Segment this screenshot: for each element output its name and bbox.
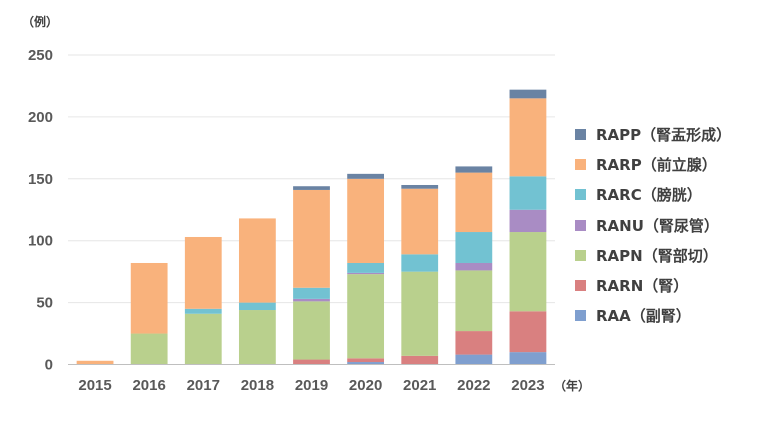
- bar-segment: [293, 189, 330, 288]
- bar-segment: [509, 89, 547, 99]
- legend-swatch: [575, 280, 586, 292]
- bar-segment: [401, 254, 439, 272]
- bar-segment: [455, 354, 493, 365]
- bar-segment: [455, 232, 493, 263]
- legend-label: RAA（副腎）: [596, 307, 691, 326]
- legend-item: RAPN（腎部切）: [575, 240, 775, 270]
- legend-item: RAA（副腎）: [575, 301, 775, 331]
- x-axis-unit-label: （年）: [554, 378, 590, 393]
- y-tick-label: 50: [36, 295, 53, 312]
- y-tick-label: 250: [28, 47, 53, 64]
- x-tick-label: 2016: [132, 377, 165, 394]
- bar-segment: [509, 98, 547, 177]
- legend-label: RANU（腎尿管）: [596, 216, 719, 235]
- bar-segment: [509, 232, 547, 312]
- bar-segment: [347, 362, 385, 365]
- legend-label: RARP（前立腺）: [596, 155, 717, 174]
- y-axis-tick-labels: 0 50 100 150 200 250: [28, 47, 53, 374]
- bar-segment: [184, 308, 222, 314]
- bar-segment: [293, 287, 330, 299]
- bars: [76, 89, 547, 365]
- y-tick-label: 0: [45, 357, 53, 374]
- legend-item: RARP（前立腺）: [575, 149, 775, 179]
- legend-item: RANU（腎尿管）: [575, 210, 775, 240]
- legend-item: RARN（腎）: [575, 270, 775, 300]
- legend-swatch: [575, 158, 586, 170]
- bar-segment: [455, 331, 493, 355]
- legend: RAPP（腎盂形成） RARP（前立腺） RARC（膀胱） RANU（腎尿管） RAPN…: [575, 119, 775, 331]
- bar-segment: [293, 298, 330, 302]
- bar-segment: [401, 188, 439, 255]
- bar-segment: [455, 262, 493, 271]
- bar-segment: [347, 358, 385, 363]
- bar-segment: [293, 359, 330, 365]
- bar-segment: [76, 360, 114, 365]
- x-tick-label: 2023: [511, 377, 544, 394]
- bar-segment: [401, 184, 439, 189]
- bar-segment: [401, 355, 439, 365]
- y-tick-label: 200: [28, 109, 53, 126]
- y-axis-unit-label: （例）: [22, 14, 58, 29]
- legend-label: RAPN（腎部切）: [596, 246, 718, 265]
- bar-segment: [455, 270, 493, 332]
- bar-segment: [184, 236, 222, 309]
- bar-segment: [293, 186, 330, 190]
- legend-swatch: [575, 249, 586, 261]
- x-tick-label: 2018: [241, 377, 274, 394]
- x-tick-label: 2021: [403, 377, 436, 394]
- bar-segment: [509, 176, 547, 210]
- bar-segment: [401, 271, 439, 356]
- x-tick-label: 2020: [349, 377, 382, 394]
- legend-label: RARN（腎）: [596, 277, 689, 296]
- x-tick-label: 2015: [78, 377, 111, 394]
- bar-segment: [347, 178, 385, 263]
- bar-segment: [238, 302, 276, 311]
- bar-segment: [347, 274, 385, 359]
- legend-swatch: [575, 219, 586, 231]
- y-tick-label: 100: [28, 233, 53, 250]
- bar-segment: [130, 333, 168, 365]
- legend-label: RARC（膀胱）: [596, 186, 702, 205]
- legend-item: RAPP（腎盂形成）: [575, 119, 775, 149]
- bar-segment: [455, 172, 493, 233]
- y-tick-label: 150: [28, 171, 53, 188]
- x-axis-tick-labels: 2015 2016 2017 2018 2019 2020 2021 2022 2023: [78, 377, 544, 394]
- legend-swatch: [575, 310, 586, 322]
- x-tick-label: 2019: [295, 377, 328, 394]
- bar-segment: [347, 262, 385, 273]
- bar-segment: [455, 166, 493, 173]
- bar-segment: [293, 301, 330, 360]
- legend-swatch: [575, 128, 586, 140]
- legend-label: RAPP（腎盂形成）: [596, 125, 732, 144]
- bar-segment: [509, 311, 547, 353]
- bar-segment: [347, 272, 385, 275]
- bar-segment: [238, 218, 276, 303]
- bar-segment: [238, 310, 276, 365]
- bar-segment: [509, 209, 547, 233]
- x-tick-label: 2017: [187, 377, 220, 394]
- bar-segment: [184, 313, 222, 365]
- legend-item: RARC（膀胱）: [575, 180, 775, 210]
- bar-segment: [347, 173, 385, 179]
- bar-segment: [509, 352, 547, 365]
- legend-swatch: [575, 189, 586, 201]
- bar-segment: [130, 262, 168, 334]
- x-tick-label: 2022: [457, 377, 490, 394]
